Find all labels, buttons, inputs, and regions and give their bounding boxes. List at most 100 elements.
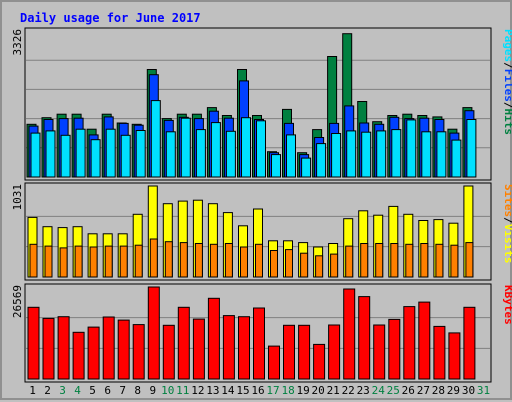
legend-item-sep: /: [502, 102, 512, 109]
x-tick-label-day-28: 28: [432, 384, 445, 397]
x-tick-label-day-16: 16: [251, 384, 264, 397]
bar-pages-day-20: [316, 143, 327, 178]
x-tick-label-day-17: 17: [266, 384, 279, 397]
bar-sites-day-18: [285, 249, 293, 278]
x-tick-label-day-15: 15: [236, 384, 249, 397]
legend-visits-sites: Sites/Visits: [502, 184, 512, 264]
bar-pages-day-26: [406, 119, 417, 178]
bar-pages-day-25: [391, 129, 402, 178]
bar-sites-day-25: [390, 243, 399, 278]
bar-kbytes-day-13: [207, 297, 220, 380]
x-tick-label-day-29: 29: [447, 384, 460, 397]
bar-kbytes-day-16: [253, 307, 265, 380]
bar-kbytes-day-12: [192, 318, 205, 380]
bar-sites-day-23: [360, 243, 369, 278]
x-tick-label-day-24: 24: [372, 384, 386, 397]
bar-sites-day-8: [134, 244, 143, 278]
bar-pages-day-10: [165, 131, 176, 178]
bar-sites-day-5: [89, 246, 98, 278]
x-tick-label-day-11: 11: [176, 384, 189, 397]
bar-pages-day-4: [75, 128, 86, 178]
x-tick-label-day-4: 4: [74, 384, 81, 397]
bar-kbytes-day-23: [358, 296, 371, 380]
legend-item-sep: /: [502, 217, 512, 224]
x-tick-label-day-9: 9: [149, 384, 156, 397]
bar-pages-day-12: [195, 129, 206, 178]
y-axis-max-label: 1031: [11, 184, 24, 211]
bar-pages-day-2: [45, 130, 56, 178]
legend-item-sep: /: [502, 62, 512, 69]
x-tick-label-day-8: 8: [134, 384, 141, 397]
bar-sites-day-2: [44, 245, 53, 278]
bar-sites-day-15: [240, 246, 248, 278]
bar-kbytes-day-25: [388, 318, 401, 380]
bar-kbytes-day-20: [313, 343, 326, 380]
panel-kbytes: 26569 KBytes: [11, 283, 512, 383]
bar-sites-day-4: [74, 245, 83, 278]
panel-border: [24, 182, 492, 281]
bar-kbytes-day-30: [463, 306, 476, 380]
bar-pages-day-8: [135, 130, 146, 178]
panel-border: [24, 27, 492, 181]
bar-pages-day-29: [451, 139, 462, 178]
bar-pages-day-7: [120, 134, 131, 178]
x-tick-label-day-12: 12: [191, 384, 204, 397]
bar-pages-day-30: [466, 119, 477, 178]
bar-kbytes-day-11: [177, 306, 190, 380]
legend-item-hits: Hits: [502, 109, 512, 136]
bar-pages-day-3: [60, 134, 71, 178]
bar-sites-day-10: [164, 241, 173, 278]
x-tick-label-day-7: 7: [119, 384, 126, 397]
bar-kbytes-day-5: [87, 326, 100, 380]
bar-pages-day-19: [301, 157, 312, 178]
bar-pages-day-16: [256, 120, 266, 178]
bar-kbytes-day-3: [57, 316, 70, 380]
bar-kbytes-day-1: [27, 306, 40, 380]
x-tick-label-day-1: 1: [29, 384, 36, 397]
bar-sites-day-19: [300, 252, 309, 278]
bar-kbytes-day-22: [343, 288, 356, 380]
bar-pages-day-9: [150, 100, 161, 178]
bar-kbytes-day-18: [283, 324, 295, 380]
bar-kbytes-day-19: [298, 324, 311, 380]
bar-sites-day-21: [330, 253, 339, 278]
x-tick-label-day-21: 21: [327, 384, 340, 397]
bar-kbytes-day-28: [433, 325, 446, 380]
x-tick-label-day-23: 23: [357, 384, 370, 397]
legend-item-visits: Visits: [502, 224, 512, 264]
bar-kbytes-day-15: [238, 316, 250, 380]
x-tick-label-day-6: 6: [104, 384, 111, 397]
panel-visits-sites: 1031 Sites/Visits: [11, 182, 512, 281]
bar-kbytes-day-10: [162, 324, 175, 380]
bar-kbytes-day-21: [328, 324, 341, 380]
y-axis-max-label: 26569: [11, 285, 24, 318]
x-tick-label-day-27: 27: [417, 384, 430, 397]
bar-sites-day-27: [420, 243, 429, 278]
bar-sites-day-7: [119, 245, 128, 278]
x-tick-label-day-26: 26: [402, 384, 415, 397]
bar-sites-day-12: [194, 243, 203, 278]
bar-pages-day-17: [271, 154, 281, 178]
x-tick-label-day-20: 20: [311, 384, 324, 397]
bar-kbytes-day-17: [268, 345, 280, 380]
x-tick-label-day-18: 18: [281, 384, 294, 397]
bar-sites-day-28: [435, 243, 444, 278]
bar-sites-day-20: [315, 255, 324, 278]
x-tick-label-day-3: 3: [59, 384, 66, 397]
legend-item-pages: Pages: [502, 29, 512, 62]
bar-sites-day-3: [59, 247, 68, 278]
x-tick-label-day-10: 10: [161, 384, 174, 397]
bar-sites-day-1: [29, 243, 38, 278]
bar-sites-day-22: [345, 245, 354, 278]
bar-kbytes-day-2: [42, 317, 55, 380]
legend-kbytes: KBytes: [502, 285, 512, 325]
x-tick-label-day-30: 30: [462, 384, 475, 397]
bar-sites-day-24: [375, 243, 384, 278]
legend-item-files: Files: [502, 69, 512, 102]
legend-item-sites: Sites: [502, 184, 512, 217]
bar-sites-day-16: [255, 243, 263, 278]
panel-border: [24, 283, 492, 383]
